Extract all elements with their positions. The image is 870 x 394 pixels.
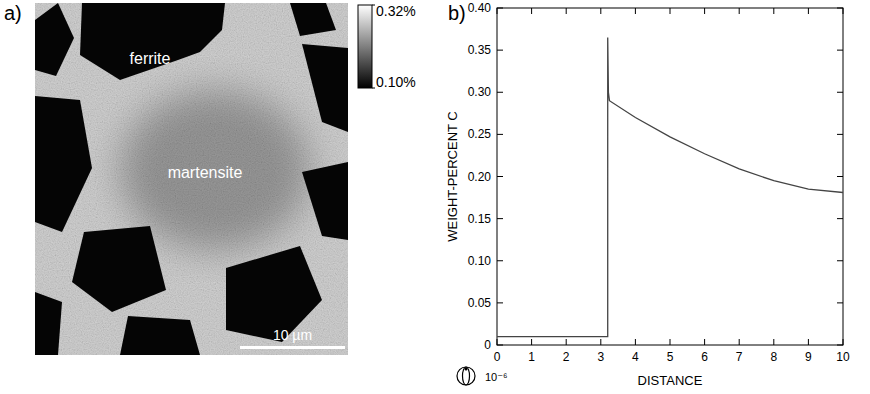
x-tick-label: 3 <box>597 350 604 364</box>
x-tick <box>739 339 740 345</box>
x-tick-label: 8 <box>770 350 777 364</box>
x-tick-label: 9 <box>805 350 812 364</box>
y-tick-label: 0.15 <box>468 212 492 226</box>
x-tick <box>843 8 844 14</box>
x-tick <box>497 339 498 345</box>
x-tick-label: 10 <box>836 350 850 364</box>
ferrite-grain <box>302 44 348 132</box>
y-tick <box>497 8 503 9</box>
y-tick <box>837 134 843 135</box>
x-tick-label: 4 <box>632 350 639 364</box>
scale-bar-label: 10 µm <box>273 327 312 343</box>
x-tick <box>600 8 601 14</box>
ferrite-grain <box>35 292 62 355</box>
phase-label: ferrite <box>130 50 171 67</box>
x-tick <box>808 339 809 345</box>
y-tick-label: 0.35 <box>468 43 492 57</box>
x-tick <box>497 8 498 14</box>
y-tick-label: 0.20 <box>468 170 492 184</box>
y-tick <box>497 345 503 346</box>
x-tick <box>635 339 636 345</box>
ferrite-grain <box>290 3 336 36</box>
x-tick <box>531 8 532 14</box>
x-tick <box>704 8 705 14</box>
x-tick-label: 0 <box>494 350 501 364</box>
x-tick-label: 6 <box>701 350 708 364</box>
colorbar-label: 0.10% <box>376 74 416 90</box>
y-tick <box>497 176 503 177</box>
x-tick-label: 2 <box>563 350 570 364</box>
x-tick <box>704 339 705 345</box>
y-tick <box>837 260 843 261</box>
plot-area <box>497 37 843 336</box>
x-tick <box>635 8 636 14</box>
x-tick <box>843 339 844 345</box>
x-tick <box>670 339 671 345</box>
y-tick-label: 0.30 <box>468 85 492 99</box>
y-axis-title: WEIGHT-PERCENT C <box>445 111 460 242</box>
colorbar <box>358 5 372 88</box>
ferrite-grain <box>302 162 348 240</box>
ferrite-grain <box>226 246 322 342</box>
phase-label: martensite <box>168 164 243 181</box>
image-ground <box>35 3 348 355</box>
y-tick <box>497 92 503 93</box>
x-tick <box>600 339 601 345</box>
micrograph <box>35 3 348 355</box>
y-tick <box>497 260 503 261</box>
y-tick <box>837 50 843 51</box>
y-tick <box>497 302 503 303</box>
x-tick <box>566 8 567 14</box>
x-tick-label: 7 <box>736 350 743 364</box>
ferrite-grain <box>35 96 92 232</box>
y-tick <box>837 218 843 219</box>
scale-bar <box>240 346 345 349</box>
y-tick <box>837 176 843 177</box>
x-tick-label: 1 <box>528 350 535 364</box>
y-tick-label: 0.05 <box>468 296 492 310</box>
y-tick <box>837 302 843 303</box>
y-tick-label: 0 <box>484 338 491 352</box>
x-tick <box>566 339 567 345</box>
y-tick-label: 0.10 <box>468 254 492 268</box>
x-tick <box>808 8 809 14</box>
colorbar-label: 0.32% <box>376 3 416 19</box>
ferrite-grain <box>80 3 225 80</box>
colorbar-tick <box>372 88 375 89</box>
y-tick-label: 0.25 <box>468 127 492 141</box>
y-tick-label: 0.40 <box>468 1 492 15</box>
x-tick <box>773 339 774 345</box>
figure: a) ferrite martensite 10 µm 0.32% 0.10% b) 0 0.0… <box>0 0 870 394</box>
x-tick <box>773 8 774 14</box>
y-tick <box>497 218 503 219</box>
colorbar-tick <box>372 5 375 6</box>
x-tick-label: 5 <box>667 350 674 364</box>
panel-letter: a) <box>4 2 22 24</box>
y-tick <box>497 134 503 135</box>
ferrite-grain <box>35 3 74 76</box>
x-axis-title: DISTANCE <box>638 373 703 388</box>
y-tick <box>837 92 843 93</box>
ferrite-grain <box>72 226 166 312</box>
x-tick <box>670 8 671 14</box>
y-tick <box>837 345 843 346</box>
logo <box>457 367 475 385</box>
ferrite-grain <box>120 316 200 355</box>
carbon-profile <box>497 37 843 336</box>
panel-letter: b) <box>448 2 466 24</box>
image-texture <box>35 3 348 355</box>
y-tick <box>837 8 843 9</box>
plot-frame <box>497 8 843 345</box>
x-multiplier: 10⁻⁶ <box>485 371 508 383</box>
x-tick <box>739 8 740 14</box>
y-tick <box>497 50 503 51</box>
x-tick <box>531 339 532 345</box>
